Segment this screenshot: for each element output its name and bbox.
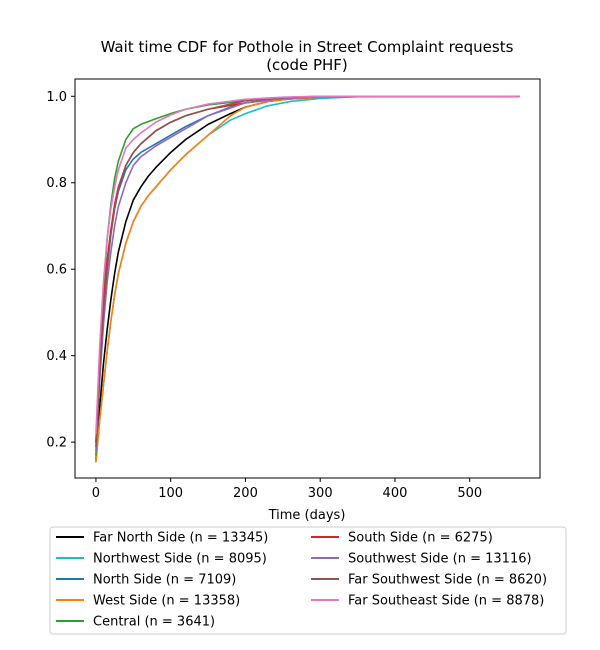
series-line-1 <box>95 95 520 463</box>
legend-label-3: West Side (n = 13358) <box>93 594 240 609</box>
chart-title-line-1: Wait time CDF for Pothole in Street Comp… <box>101 38 514 56</box>
x-axis-ticks: 0 100 200 300 400 500 <box>92 478 482 501</box>
series-line-7 <box>95 95 520 448</box>
legend-label-2: North Side (n = 7109) <box>93 573 236 588</box>
y-tick-label: 0.2 <box>46 436 67 451</box>
plot-frame <box>74 78 541 479</box>
chart-title: Wait time CDF for Pothole in Street Comp… <box>101 38 514 74</box>
y-tick-label: 0.4 <box>46 349 67 364</box>
y-tick-label: 0.8 <box>46 176 67 191</box>
legend-label-5: South Side (n = 6275) <box>348 531 493 546</box>
chart-title-line-2: (code PHF) <box>266 56 348 74</box>
legend-label-8: Far Southeast Side (n = 8878) <box>348 594 544 609</box>
series-line-6 <box>95 95 520 452</box>
x-tick-label: 500 <box>457 486 482 501</box>
y-tick-label: 0.6 <box>46 263 67 278</box>
series-line-8 <box>95 95 520 435</box>
x-axis-label: Time (days) <box>268 508 346 523</box>
series-line-2 <box>95 95 520 443</box>
legend-label-4: Central (n = 3641) <box>93 615 215 630</box>
legend-label-1: Northwest Side (n = 8095) <box>93 552 267 567</box>
legend-items: Far North Side (n = 13345) Northwest Side… <box>56 531 547 630</box>
x-tick-label: 0 <box>92 486 100 501</box>
series-line-0 <box>95 95 520 461</box>
legend-label-6: Southwest Side (n = 13116) <box>348 552 532 567</box>
x-tick-label: 200 <box>233 486 258 501</box>
x-tick-label: 300 <box>308 486 333 501</box>
x-tick-label: 100 <box>158 486 183 501</box>
x-tick-label: 400 <box>383 486 408 501</box>
series-line-4 <box>95 95 520 456</box>
series-lines <box>95 95 520 463</box>
series-line-3 <box>95 95 520 463</box>
legend-label-7: Far Southwest Side (n = 8620) <box>348 573 547 588</box>
legend-box <box>49 526 567 635</box>
y-tick-label: 1.0 <box>46 90 67 105</box>
y-axis-ticks: 0.2 0.4 0.6 0.8 1.0 <box>46 90 75 451</box>
legend: Far North Side (n = 13345) Northwest Side… <box>49 526 567 635</box>
series-line-5 <box>95 95 520 443</box>
legend-label-0: Far North Side (n = 13345) <box>93 531 268 546</box>
